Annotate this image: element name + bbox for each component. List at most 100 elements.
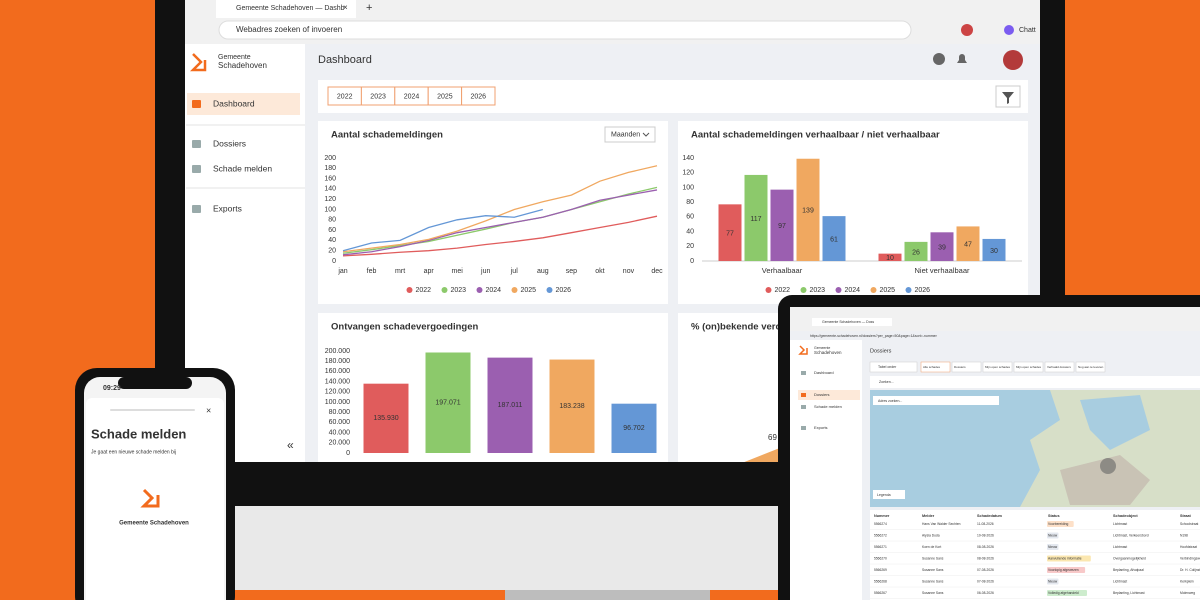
- table-cell: 07-08-2026: [977, 568, 994, 572]
- tablet-table-button[interactable]: [869, 361, 918, 373]
- table-cell: Overgaanmogelijkheid: [1113, 556, 1146, 560]
- x-tick-label: jan: [337, 268, 347, 275]
- y-tick-label: 80: [328, 217, 336, 224]
- nav-item[interactable]: Dossiers: [213, 138, 246, 148]
- y-tick-label: 160: [324, 175, 336, 182]
- dropdown[interactable]: [604, 126, 656, 143]
- tablet-search[interactable]: Zoeken...: [879, 380, 894, 384]
- phone-org: Gemeente Schadehoven: [119, 521, 189, 527]
- table-header: Straat: [1180, 514, 1191, 518]
- y-tick-label: 120: [682, 170, 694, 177]
- nav-item[interactable]: Exports: [213, 203, 242, 213]
- chart-title: Ontvangen schadevergoedingen: [331, 322, 478, 333]
- help-icon[interactable]: [933, 53, 945, 65]
- bar: [718, 204, 742, 261]
- table-cell: 11-08-2026: [977, 522, 994, 526]
- legend-marker: [870, 287, 877, 293]
- value-label: 139: [802, 208, 814, 215]
- bar: [956, 226, 980, 261]
- legend-button[interactable]: [873, 490, 905, 499]
- tablet-nav-active: [798, 390, 860, 400]
- legend-marker: [835, 287, 842, 293]
- table-cell: Verbindingsweg: [1180, 556, 1200, 560]
- bell-icon[interactable]: [957, 54, 967, 63]
- y-tick-label: 180.000: [325, 358, 350, 365]
- y-tick-label: 80: [686, 199, 694, 206]
- table-cell: Voorbereiding: [1048, 522, 1069, 526]
- user-avatar[interactable]: [1003, 50, 1023, 70]
- table-cell: Lichtmast: [1113, 522, 1127, 526]
- legend-marker: [800, 287, 807, 293]
- new-tab[interactable]: +: [366, 2, 372, 14]
- filter-icon: [1002, 92, 1014, 104]
- line-series: [342, 186, 658, 254]
- tablet-tab-label: Nog aan te leveren: [1078, 365, 1104, 369]
- table-cell: Hans Van Walder Sechten: [922, 522, 961, 526]
- tablet-nav-item[interactable]: Schade melden: [814, 404, 842, 409]
- value-label: 96.702: [623, 425, 645, 432]
- status-badge: [1047, 555, 1091, 562]
- tablet-tab-button[interactable]: [920, 361, 951, 373]
- phone-notch: [118, 377, 192, 389]
- table-cell: Nieuw: [1048, 579, 1058, 583]
- map-search-box[interactable]: [873, 396, 999, 405]
- y-tick-label: 0: [332, 258, 336, 265]
- tab-close[interactable]: ×: [343, 3, 348, 12]
- tablet-tab-label: Verhaald dossiers: [1047, 365, 1071, 369]
- table-cell: Beplanting, Afvalpaal: [1113, 568, 1144, 572]
- status-badge: [1047, 567, 1086, 573]
- table-cell: 5566268: [874, 579, 887, 583]
- nav-item[interactable]: Dashboard: [213, 98, 255, 108]
- y-tick-label: 100: [682, 184, 694, 191]
- year-filter-label: 2026: [471, 93, 487, 100]
- x-tick-label: jul: [510, 268, 518, 275]
- address-bar[interactable]: [218, 20, 912, 40]
- copilot-icon[interactable]: [1004, 25, 1014, 35]
- dropdown-label[interactable]: Maanden: [611, 131, 640, 138]
- collapse-sidebar[interactable]: «: [287, 438, 294, 452]
- tablet-nav-item[interactable]: Dossiers: [814, 392, 830, 397]
- y-tick-label: 20.000: [329, 440, 351, 447]
- table-cell: Hoofdstraat: [1180, 545, 1197, 549]
- close-button[interactable]: ×: [206, 405, 211, 415]
- year-filter-label: 2022: [337, 93, 353, 100]
- profile-avatar[interactable]: [961, 24, 973, 36]
- tablet: Gemeente Schadehoven — Doss https://geme…: [778, 295, 1200, 600]
- legend-marker: [905, 287, 912, 293]
- year-filter[interactable]: [461, 86, 496, 106]
- table-cell: Aanvullende informatie: [1048, 556, 1082, 560]
- tablet-tab-label: Alle schades: [923, 365, 941, 369]
- tablet-tab-button[interactable]: [951, 361, 982, 373]
- tablet-tab-label: Mijn open schades: [985, 365, 1011, 369]
- table-cell: Alysia Duda: [922, 533, 940, 537]
- tablet-nav-icon: [801, 393, 806, 397]
- tablet-tab-button[interactable]: [982, 361, 1013, 373]
- tablet-nav-item[interactable]: Exports: [814, 425, 828, 430]
- tablet-nav-item[interactable]: Dashboard: [814, 370, 834, 375]
- logo: [189, 53, 207, 72]
- browser-tab[interactable]: [216, 0, 356, 18]
- bar: [487, 357, 533, 453]
- map-cluster[interactable]: [1100, 458, 1116, 474]
- tablet-tab-button[interactable]: [1044, 361, 1075, 373]
- legend-label: Legenda: [877, 493, 891, 497]
- legend-label: 2022: [416, 287, 432, 294]
- y-tick-label: 0: [690, 258, 694, 265]
- bar: [611, 403, 657, 453]
- y-tick-label: 120: [324, 196, 336, 203]
- table-cell: Lichtmast: [1113, 579, 1127, 583]
- tablet-tab-button[interactable]: [1013, 361, 1044, 373]
- legend-marker: [511, 287, 518, 293]
- nav-item[interactable]: Schade melden: [213, 163, 272, 173]
- x-tick-label: aug: [537, 268, 549, 275]
- value-label: 26: [912, 249, 920, 256]
- legend-label: 2023: [810, 287, 826, 294]
- table-cell: Susanne Sans: [922, 579, 944, 583]
- value-label: 47: [964, 242, 972, 249]
- y-tick-label: 40: [686, 228, 694, 235]
- y-tick-label: 140.000: [325, 378, 350, 385]
- bar: [549, 359, 595, 453]
- x-tick-label: feb: [367, 268, 377, 275]
- tablet-tab-button[interactable]: [1075, 361, 1106, 373]
